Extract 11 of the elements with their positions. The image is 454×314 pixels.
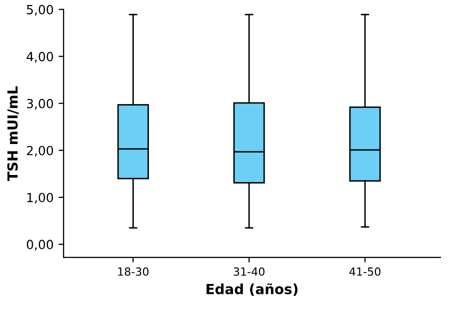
- y-tick-label: 4,00: [26, 52, 54, 63]
- y-tick-label: 1,00: [27, 192, 54, 204]
- y-tick-label: 5,00: [26, 4, 54, 16]
- y-tick-label: 0,00: [26, 240, 54, 251]
- x-tick-label: 31-40: [234, 267, 264, 276]
- x-tick-label: 41-50: [349, 267, 380, 276]
- y-tick-label: 3,00: [26, 98, 54, 110]
- y-axis-title: TSH mUI/mL: [7, 86, 19, 182]
- x-axis-title: Edad (años): [206, 283, 298, 296]
- x-tick-label: 18-30: [118, 267, 149, 276]
- y-tick-label: 2,00: [26, 146, 54, 157]
